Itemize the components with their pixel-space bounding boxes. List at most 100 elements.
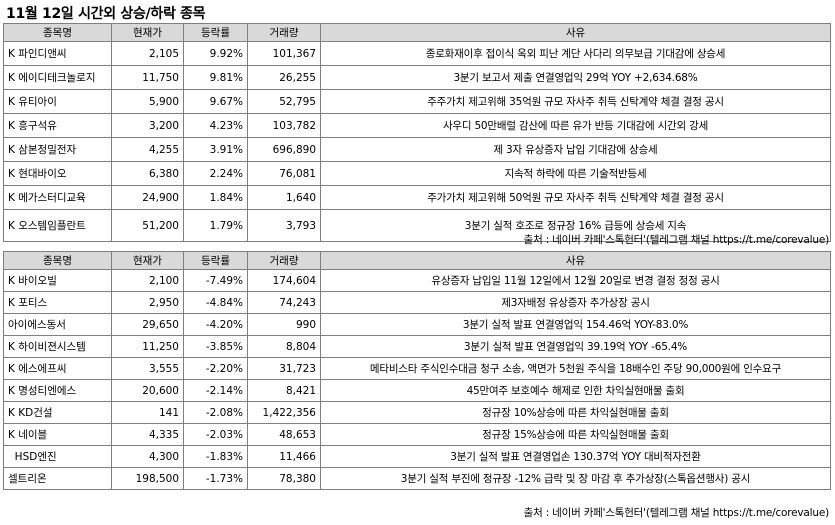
stock-name-cell: 아이에스동서: [3, 313, 112, 336]
rate-cell: 1.84%: [183, 185, 248, 210]
stock-name-cell: K 하이비젼시스템: [3, 335, 112, 358]
header-reason: 사유: [320, 251, 831, 270]
stock-name-cell: K 포티스: [3, 291, 112, 314]
rate-cell: 9.81%: [183, 65, 248, 90]
table-row: K 포티스 2,950 -4.84% 74,243 제3자배정 유상증자 추가상장 공시: [3, 291, 831, 314]
volume-cell: 101,367: [247, 41, 321, 66]
price-cell: 141: [111, 401, 184, 424]
reason-cell: 종로화재이후 접이식 옥외 피난 계단 사다리 의무보급 기대감에 상승세: [320, 41, 831, 66]
stock-name-cell: K KD건설: [3, 401, 112, 424]
table-row: K 현대바이오 6,380 2.24% 76,081 지속적 하락에 따른 기술적반등세: [3, 161, 831, 186]
reason-cell: 지속적 하락에 따른 기술적반등세: [320, 161, 831, 186]
volume-cell: 48,653: [247, 423, 321, 446]
price-cell: 11,250: [111, 335, 184, 358]
reason-cell: 정규장 15%상승에 따른 차익실현매물 출회: [320, 423, 831, 446]
stock-name-cell: K 파인디앤씨: [3, 41, 112, 66]
price-cell: 6,380: [111, 161, 184, 186]
table-header-row: 종목명 현재가 등락률 거래량 사유: [3, 251, 831, 270]
table-row: K 바이오빌 2,100 -7.49% 174,604 유상증자 납입일 11월 12일…: [3, 269, 831, 292]
rate-cell: -3.85%: [183, 335, 248, 358]
volume-cell: 1,422,356: [247, 401, 321, 424]
volume-cell: 174,604: [247, 269, 321, 292]
rate-cell: -2.08%: [183, 401, 248, 424]
volume-cell: 11,466: [247, 445, 321, 468]
reason-cell: 메타비스타 주식인수대금 청구 소송, 액면가 5천원 주식을 18배수인 주당…: [320, 357, 831, 380]
price-cell: 11,750: [111, 65, 184, 90]
header-volume: 거래량: [247, 23, 321, 42]
price-cell: 51,200: [111, 209, 184, 242]
stock-name-cell: K 네이블: [3, 423, 112, 446]
reason-cell: 주주가치 제고위해 35억원 규모 자사주 취득 신탁계약 체결 결정 공시: [320, 89, 831, 114]
header-name: 종목명: [3, 251, 112, 270]
volume-cell: 103,782: [247, 113, 321, 138]
rate-cell: 2.24%: [183, 161, 248, 186]
volume-cell: 26,255: [247, 65, 321, 90]
rate-cell: -2.20%: [183, 357, 248, 380]
stock-name-cell: K 에이디테크놀로지: [3, 65, 112, 90]
rate-cell: -1.83%: [183, 445, 248, 468]
source-note: 출처 : 네이버 카페'스톡헌터'(텔레그램 채널 https://t.me/c…: [523, 507, 830, 519]
reason-cell: 제3자배정 유상증자 추가상장 공시: [320, 291, 831, 314]
price-cell: 2,950: [111, 291, 184, 314]
table-row: K 명성티엔에스 20,600 -2.14% 8,421 45만여주 보호예수 해제로 …: [3, 379, 831, 402]
rate-cell: 4.23%: [183, 113, 248, 138]
table-row: K 메가스터디교육 24,900 1.84% 1,640 주가가치 제고위해 50억원 …: [3, 185, 831, 210]
stock-name-cell: K 삼본정밀전자: [3, 137, 112, 162]
price-cell: 24,900: [111, 185, 184, 210]
stock-name-cell: HSD엔진: [3, 445, 112, 468]
table-row: K 에이디테크놀로지 11,750 9.81% 26,255 3분기 보고서 제출 연결…: [3, 65, 831, 90]
price-cell: 4,300: [111, 445, 184, 468]
volume-cell: 8,804: [247, 335, 321, 358]
table-row: K KD건설 141 -2.08% 1,422,356 정규장 10%상승에 따른 차익…: [3, 401, 831, 424]
rate-cell: -1.73%: [183, 467, 248, 490]
volume-cell: 78,380: [247, 467, 321, 490]
reason-cell: 제 3자 유상증자 납입 기대감에 상승세: [320, 137, 831, 162]
stock-name-cell: K 에스에프씨: [3, 357, 112, 380]
table-row: K 삼본정밀전자 4,255 3.91% 696,890 제 3자 유상증자 납입 기대…: [3, 137, 831, 162]
table-row: K 오스템임플란트 51,200 1.79% 3,793 3분기 실적 호조로 정규장 …: [3, 209, 831, 242]
volume-cell: 31,723: [247, 357, 321, 380]
price-cell: 4,255: [111, 137, 184, 162]
rate-cell: 9.67%: [183, 89, 248, 114]
reason-cell: 3분기 실적 부진에 정규장 -12% 급락 및 장 마감 후 추가상장(스톡옵…: [320, 467, 831, 490]
table-row: K 파인디앤씨 2,105 9.92% 101,367 종로화재이후 접이식 옥외 피난…: [3, 41, 831, 66]
price-cell: 2,100: [111, 269, 184, 292]
reason-cell: 45만여주 보호예수 해제로 인한 차익실현매물 출회: [320, 379, 831, 402]
reason-cell: 주가가치 제고위해 50억원 규모 자사주 취득 신탁계약 체결 결정 공시: [320, 185, 831, 210]
price-cell: 20,600: [111, 379, 184, 402]
table-row: K 네이블 4,335 -2.03% 48,653 정규장 15%상승에 따른 차익실현…: [3, 423, 831, 446]
header-name: 종목명: [3, 23, 112, 42]
table-row: K 하이비젼시스템 11,250 -3.85% 8,804 3분기 실적 발표 연결영업…: [3, 335, 831, 358]
volume-cell: 76,081: [247, 161, 321, 186]
price-cell: 198,500: [111, 467, 184, 490]
price-cell: 3,555: [111, 357, 184, 380]
price-cell: 29,650: [111, 313, 184, 336]
reason-cell: 3분기 실적 발표 연결영업익 39.19억 YOY -65.4%: [320, 335, 831, 358]
stock-name-cell: K 유티아이: [3, 89, 112, 114]
header-rate: 등락률: [183, 251, 248, 270]
table-row: 아이에스동서 29,650 -4.20% 990 3분기 실적 발표 연결영업익 154…: [3, 313, 831, 336]
volume-cell: 3,793: [247, 209, 321, 242]
reason-cell: 3분기 보고서 제출 연결영업익 29억 YOY +2,634.68%: [320, 65, 831, 90]
rate-cell: -4.20%: [183, 313, 248, 336]
price-cell: 5,900: [111, 89, 184, 114]
volume-cell: 696,890: [247, 137, 321, 162]
volume-cell: 8,421: [247, 379, 321, 402]
header-volume: 거래량: [247, 251, 321, 270]
page-title: 11월 12일 시간외 상승/하락 종목: [6, 6, 206, 22]
reason-cell: 사우디 50만배럴 감산에 따른 유가 반등 기대감에 시간외 강세: [320, 113, 831, 138]
table-row: K 에스에프씨 3,555 -2.20% 31,723 메타비스타 주식인수대금 청구 …: [3, 357, 831, 380]
stock-name-cell: K 명성티엔에스: [3, 379, 112, 402]
reason-cell: 3분기 실적 호조로 정규장 16% 급등에 상승세 지속: [320, 209, 831, 242]
price-cell: 3,200: [111, 113, 184, 138]
rate-cell: -4.84%: [183, 291, 248, 314]
price-cell: 4,335: [111, 423, 184, 446]
header-reason: 사유: [320, 23, 831, 42]
table-header-row: 종목명 현재가 등락률 거래량 사유: [3, 23, 831, 42]
source-note: 출처 : 네이버 카페'스톡헌터'(텔레그램 채널 https://t.me/c…: [523, 234, 830, 246]
price-cell: 2,105: [111, 41, 184, 66]
rate-cell: -2.14%: [183, 379, 248, 402]
volume-cell: 1,640: [247, 185, 321, 210]
volume-cell: 74,243: [247, 291, 321, 314]
